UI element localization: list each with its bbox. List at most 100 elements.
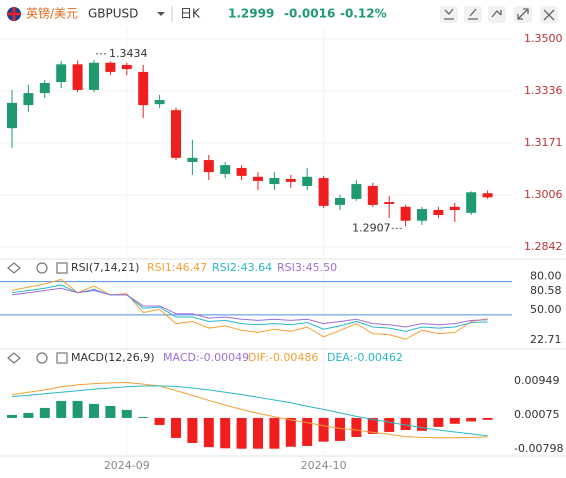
tool-icon (517, 8, 529, 20)
candle-body (367, 185, 378, 205)
candle-body (351, 184, 362, 199)
candle-body (154, 100, 165, 105)
legend-entry: RSI3:45.50 (277, 261, 337, 274)
candle-body (171, 110, 181, 158)
period[interactable]: 日K (180, 7, 201, 21)
macd-bar (449, 417, 460, 424)
macd-bar (351, 417, 362, 438)
macd-bar (433, 417, 444, 427)
checkbox-icon[interactable] (56, 262, 68, 274)
macd-bar (466, 417, 477, 422)
candle-body (39, 82, 50, 94)
candle-body (236, 167, 247, 176)
macd-bar (105, 405, 116, 418)
macd-bar (138, 416, 149, 418)
x-tick-label: 2024-09 (104, 459, 150, 472)
macd-bar (302, 417, 313, 446)
indicator-title: MACD(12,26,9) (71, 351, 155, 364)
candle-body (72, 64, 83, 90)
symbol[interactable]: GBPUSD (88, 7, 138, 21)
candle-body (285, 179, 296, 182)
change-pct: -0.12% (340, 7, 387, 21)
legend-entry: DEA:-0.00462 (327, 351, 403, 364)
macd-bar (220, 417, 231, 449)
low-annotation: 1.2907 (352, 221, 391, 234)
candle-body (466, 192, 477, 213)
macd-bar (253, 417, 263, 449)
candle-body (482, 193, 493, 198)
macd-bar (23, 412, 34, 418)
macd-bar (400, 417, 411, 431)
macd-bar (482, 417, 493, 420)
macd-bar (89, 403, 99, 418)
indicator-title: RSI(7,14,21) (71, 261, 139, 274)
y-max-label: 80.58 (530, 284, 562, 297)
change: -0.0016 (284, 7, 335, 21)
tool-button[interactable] (464, 6, 482, 23)
candle-body (105, 62, 116, 72)
macd-bar (236, 417, 247, 449)
rsi-line (11, 284, 488, 332)
candle-body (121, 64, 132, 70)
y-min-label: 22.71 (530, 333, 562, 346)
candle-body (138, 71, 149, 106)
dropdown-arrow[interactable] (157, 12, 165, 16)
legend-entry: MACD:-0.00049 (163, 351, 249, 364)
price: 1.2999 (228, 7, 274, 21)
macd-bar (384, 417, 395, 432)
visibility-icon[interactable] (7, 262, 21, 274)
pair-name[interactable]: 英镑/美元 (26, 6, 78, 21)
y-tick-label: 0.00075 (514, 408, 560, 421)
candle-body (335, 197, 345, 205)
macd-bar (7, 414, 17, 418)
macd-bar (154, 417, 165, 425)
macd-bar (39, 407, 50, 418)
macd-bar (269, 417, 280, 449)
legend-entry: RSI1:46.47 (147, 261, 207, 274)
candle-body (318, 178, 329, 206)
high-annotation: 1.3434 (109, 47, 148, 60)
tool-icon (444, 8, 454, 20)
candle-body (253, 176, 263, 181)
y-tick-label: 1.3006 (524, 188, 563, 201)
macd-bar (417, 417, 427, 431)
tool-icon (468, 8, 478, 20)
candle-body (7, 102, 17, 129)
candle-body (384, 202, 395, 204)
macd-line (11, 385, 488, 437)
legend-entry: RSI2:43.64 (212, 261, 272, 274)
y-tick-label: 1.3500 (524, 32, 563, 45)
macd-bar (171, 417, 181, 438)
x-tick-label: 2024-10 (301, 459, 347, 472)
legend-entry: DIF:-0.00486 (248, 351, 318, 364)
macd-line (11, 382, 488, 439)
macd-bar (121, 409, 132, 418)
candle-body (23, 93, 34, 106)
flag-cross (7, 7, 21, 21)
visibility-icon[interactable] (7, 352, 21, 364)
macd-bar (56, 400, 67, 418)
candle-body (269, 178, 280, 185)
candle-body (89, 62, 99, 90)
macd-bar (367, 417, 378, 434)
macd-bar (285, 417, 296, 447)
macd-bar (335, 417, 345, 441)
tool-button[interactable] (488, 6, 506, 23)
candle-body (187, 157, 198, 162)
macd-bar (72, 400, 83, 418)
settings-icon[interactable] (36, 352, 48, 364)
macd-bar (318, 417, 329, 442)
candle-body (56, 64, 67, 83)
rsi-line (11, 278, 488, 340)
rsi-line (11, 287, 488, 328)
settings-icon[interactable] (36, 262, 48, 274)
checkbox-icon[interactable] (56, 352, 68, 364)
y-max-label: 0.00949 (514, 374, 560, 387)
y-tick-label: 1.3336 (524, 84, 563, 97)
tool-icon (491, 10, 502, 18)
macd-bar (203, 417, 214, 448)
y-tick-label: 80.00 (530, 270, 562, 283)
candle-body (433, 209, 444, 216)
candle-body (417, 209, 427, 221)
